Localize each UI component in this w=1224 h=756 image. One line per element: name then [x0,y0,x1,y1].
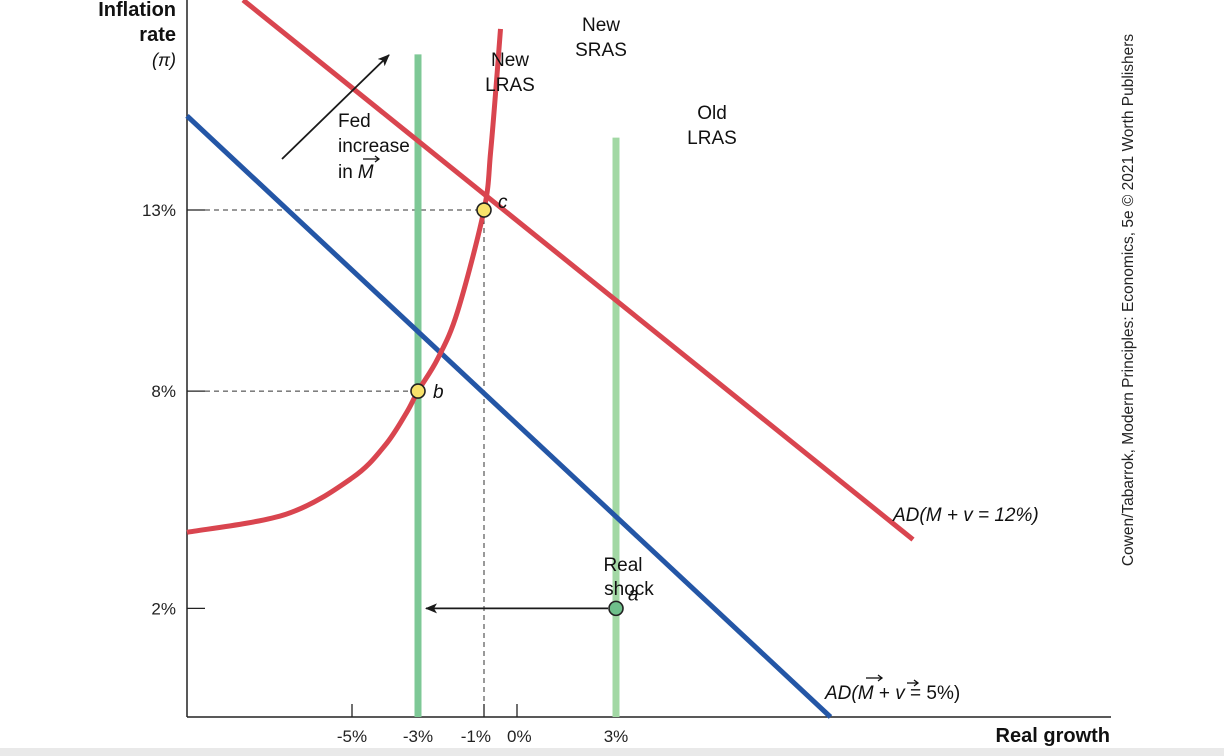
x-tick-label: 0% [507,727,532,746]
lras-new-label-line1: New [491,50,529,71]
dashed-guides [205,209,485,717]
y-axis-title-line2: rate [139,24,176,46]
y-tick-label: 8% [151,382,176,401]
y-ticks: 13% 8% 2% [142,201,205,618]
credit-text: Cowen/Tabarrok, Modern Principles: Econo… [1120,34,1137,567]
point-label-c: c [498,192,508,213]
fed-label-line2: increase [338,136,410,157]
lras-lines [414,54,620,717]
shock-label-line1: Real [603,555,642,576]
ad-high-curve [241,0,915,542]
y-tick-label: 2% [151,599,176,618]
sras-curve [186,28,503,535]
point-a [608,600,624,617]
x-ticks: -5% -3% -1% 0% 3% [337,704,628,746]
ad-high-label: AD(M + v = 12%) [892,505,1039,526]
sras-label-line2: SRAS [575,40,627,61]
point-label-b: b [433,382,444,403]
point-c [476,202,492,218]
x-tick-label: -3% [403,727,433,746]
shock-label-line2: shock [604,579,654,600]
vector-arrow-icon [866,674,920,687]
sras-label-line1: New [582,15,620,36]
equilibrium-points: a b c [410,192,639,617]
x-tick-label: 3% [604,727,629,746]
bottom-strip [0,748,1224,756]
fed-label-line3: in M [338,162,374,183]
point-b [410,383,426,399]
y-axis-title-line1: Inflation [98,0,176,21]
fed-increase-arrow [281,54,390,160]
ad-low-label: AD(M + v = 5%) [824,683,960,704]
vector-arrow-icon [363,155,381,163]
fed-label-line1: Fed [338,111,371,132]
point-label-a: a [628,584,639,605]
x-tick-label: -1% [461,727,491,746]
y-tick-label: 13% [142,201,176,220]
lras-new-label-line2: LRAS [485,75,535,96]
curves [185,0,915,719]
ad-low-curve [185,114,833,719]
lras-old-label-line2: LRAS [687,128,737,149]
x-axis-title: Real growth [996,725,1110,747]
lras-old-label-line1: Old [697,103,727,124]
y-axis-title-line3: (π) [152,50,176,70]
x-tick-label: -5% [337,727,367,746]
